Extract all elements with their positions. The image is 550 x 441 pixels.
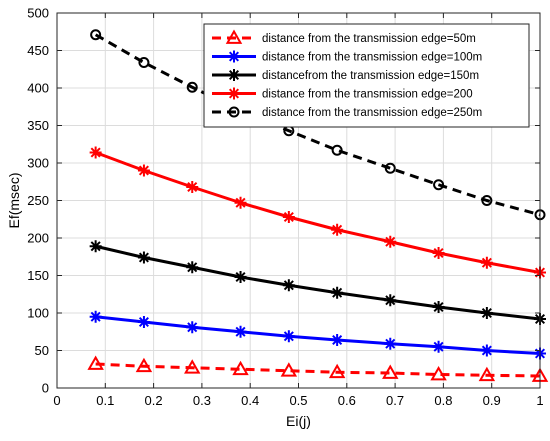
legend-swatch-marker [228, 106, 240, 118]
y-tick-label: 0 [42, 381, 49, 396]
legend-entry-label: distance from the transmission edge=200 [262, 89, 473, 101]
x-tick-label: 0.5 [289, 393, 307, 408]
legend-swatch-marker [228, 87, 240, 100]
data-point [232, 360, 249, 376]
data-point [138, 57, 150, 68]
legend-swatch-marker [225, 29, 243, 44]
data-point [384, 235, 397, 248]
data-point [186, 321, 199, 334]
data-point [432, 247, 445, 259]
legend: distance from the transmission edge=50m d… [203, 23, 530, 128]
legend-swatch-marker [228, 69, 240, 81]
data-point [282, 279, 295, 292]
data-point [234, 325, 247, 338]
data-point [481, 195, 493, 206]
x-tick-label: 0 [53, 393, 60, 408]
data-point [87, 355, 104, 370]
y-tick-label: 100 [27, 306, 49, 321]
data-point [331, 223, 344, 236]
x-tick-label: 0.8 [434, 393, 452, 408]
data-point [478, 366, 496, 382]
legend-entry-label: distance from the transmission edge=50m [262, 33, 476, 45]
x-tick-label: 0.4 [241, 393, 259, 408]
y-tick-label: 350 [27, 118, 49, 133]
data-point [89, 240, 102, 253]
data-point [282, 211, 295, 223]
y-tick-label: 500 [27, 6, 49, 21]
x-axis-label: Ei(j) [286, 413, 311, 429]
data-point [480, 307, 493, 319]
series-line [95, 315, 541, 355]
data-point [186, 181, 199, 193]
data-point [430, 365, 447, 381]
y-tick-label: 450 [27, 43, 49, 58]
data-point [234, 196, 247, 209]
series-line [95, 244, 541, 321]
x-tick-label: 1 [536, 393, 543, 408]
data-point [89, 310, 102, 323]
x-tick-label: 0.1 [96, 393, 114, 408]
data-point [480, 344, 493, 357]
y-tick-label: 200 [27, 231, 49, 246]
data-point [184, 359, 201, 374]
data-point [432, 301, 445, 313]
legend-entry-label: distance from the transmission edge=250m [262, 107, 482, 119]
data-point [384, 337, 397, 350]
series-1 [87, 355, 549, 382]
data-point [282, 330, 295, 343]
legend-swatch-marker [228, 50, 240, 63]
data-point [90, 29, 102, 41]
x-tick-label: 0.7 [386, 393, 404, 408]
y-tick-label: 400 [27, 81, 49, 96]
data-point [280, 362, 298, 377]
series-4 [89, 146, 546, 279]
data-point [384, 162, 396, 174]
data-point [331, 144, 343, 156]
data-point [135, 357, 153, 373]
x-tick-label: 0.6 [338, 393, 356, 408]
data-point [480, 256, 493, 269]
data-point [234, 271, 247, 283]
y-axis-label: Ef(msec) [6, 173, 22, 229]
data-point [433, 179, 445, 191]
data-point [186, 261, 199, 274]
data-point [186, 81, 198, 93]
legend-box [203, 23, 530, 128]
series-line [95, 362, 541, 378]
axis-ticks: 0 0.1 0.2 0.3 0.4 0.5 0.6 0.7 0.8 0.9 1 0 50 100 150 20… [27, 6, 543, 409]
series-line [95, 151, 541, 274]
x-tick-label: 0.2 [145, 393, 163, 408]
data-point [331, 286, 344, 299]
data-point [137, 164, 150, 177]
y-tick-label: 250 [27, 193, 49, 208]
data-point [432, 340, 445, 353]
data-point [137, 251, 150, 264]
y-tick-label: 150 [27, 268, 49, 283]
y-tick-label: 300 [27, 156, 49, 171]
legend-entry-label: distance from the transmission edge=100m [262, 52, 482, 64]
series-layer [87, 29, 549, 382]
legend-entry-label: distancefrom the transmission edge=150m [262, 70, 479, 82]
data-point [384, 294, 397, 307]
data-point [89, 146, 102, 159]
data-point [328, 363, 346, 379]
y-tick-label: 50 [35, 343, 49, 358]
data-point [331, 334, 344, 346]
data-point [137, 316, 150, 328]
series-line [94, 33, 541, 217]
x-tick-label: 0.3 [193, 393, 211, 408]
data-point [382, 364, 399, 379]
x-tick-label: 0.9 [483, 393, 501, 408]
